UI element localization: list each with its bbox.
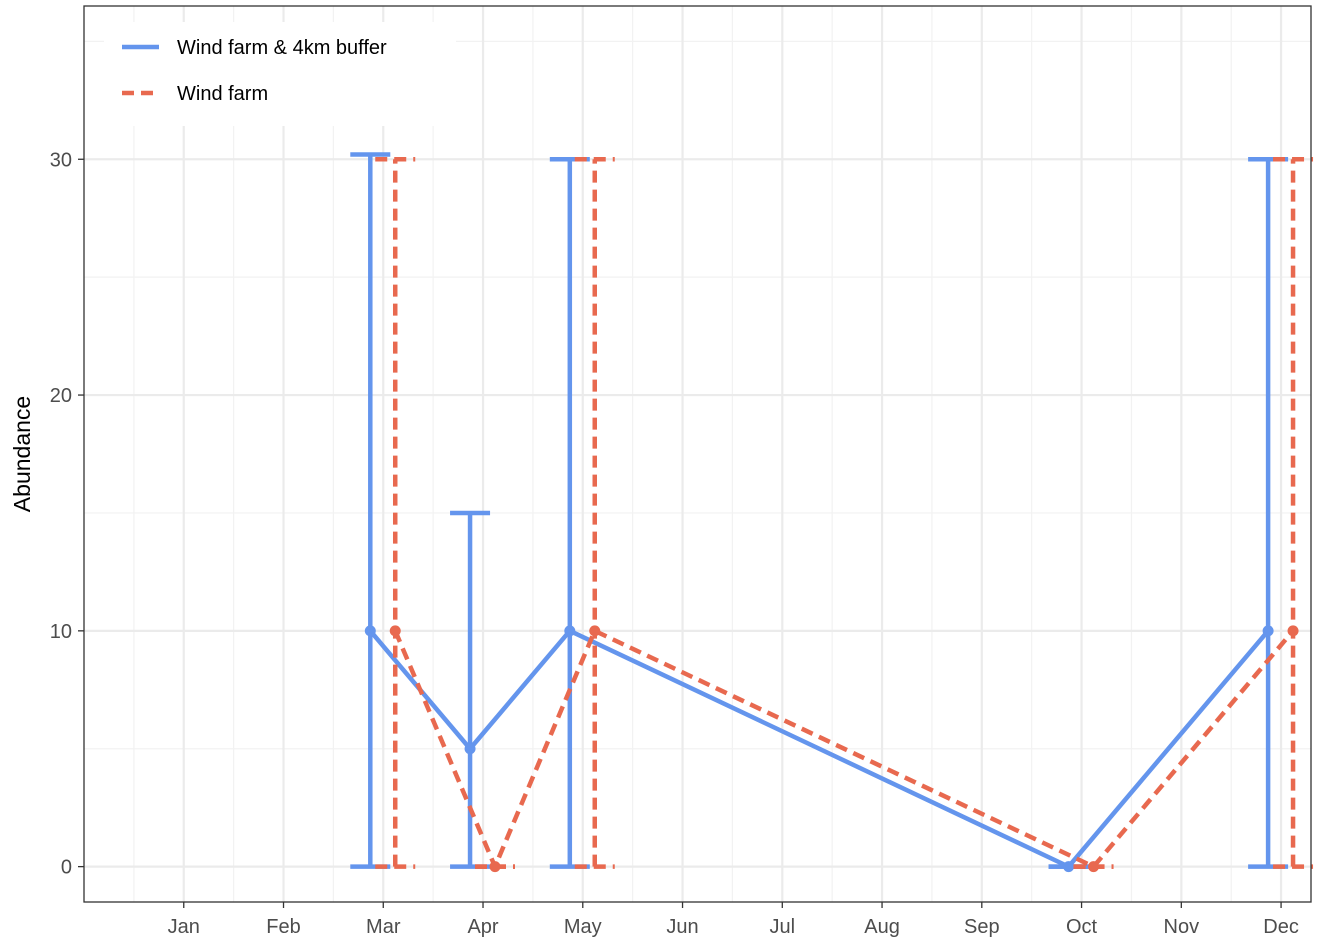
y-tick-label: 0 <box>61 857 72 879</box>
series-layer <box>350 152 1314 873</box>
grid-minor <box>84 6 1311 902</box>
x-tick-label: Mar <box>366 916 401 938</box>
x-tick-label: Nov <box>1164 916 1200 938</box>
legend-item: Wind farm & 4km buffer <box>122 37 387 59</box>
x-tick-label: May <box>564 916 602 938</box>
legend-item: Wind farm <box>122 83 268 105</box>
x-axis-tick-labels: Jan Feb Mar Apr May Jun Jul Aug Sep Oct Nov Dec <box>168 916 1299 938</box>
data-point <box>489 861 501 873</box>
data-point <box>564 625 576 637</box>
x-tick-label: Apr <box>467 916 498 938</box>
series-2 <box>375 157 1314 873</box>
y-tick-label: 20 <box>50 385 72 407</box>
data-point <box>1262 625 1274 637</box>
series-line <box>393 628 1295 869</box>
panel-border <box>83 5 1312 903</box>
legend-background <box>104 22 456 126</box>
legend-label: Wind farm <box>177 83 268 105</box>
y-axis-title: Abundance <box>9 396 35 512</box>
x-tick-label: Sep <box>964 916 1000 938</box>
data-point <box>1088 861 1100 873</box>
x-tick-label: Aug <box>864 916 900 938</box>
x-tick-label: Dec <box>1263 916 1299 938</box>
axis-ticks <box>78 158 1282 908</box>
x-tick-label: Jan <box>168 916 200 938</box>
data-point <box>464 743 476 755</box>
legend: Wind farm & 4km buffer Wind farm <box>104 22 456 126</box>
x-tick-label: Jun <box>666 916 698 938</box>
data-point <box>364 625 376 637</box>
legend-label: Wind farm & 4km buffer <box>177 37 387 59</box>
data-point <box>589 625 601 637</box>
x-tick-label: Jul <box>770 916 796 938</box>
y-tick-label: 30 <box>50 149 72 171</box>
data-point <box>1287 625 1299 637</box>
data-point <box>1063 861 1075 873</box>
data-point <box>389 625 401 637</box>
grid-major <box>84 6 1311 902</box>
x-tick-label: Feb <box>266 916 300 938</box>
x-tick-label: Oct <box>1066 916 1098 938</box>
y-axis-tick-labels: 0 10 20 30 <box>50 149 72 878</box>
y-tick-label: 10 <box>50 621 72 643</box>
